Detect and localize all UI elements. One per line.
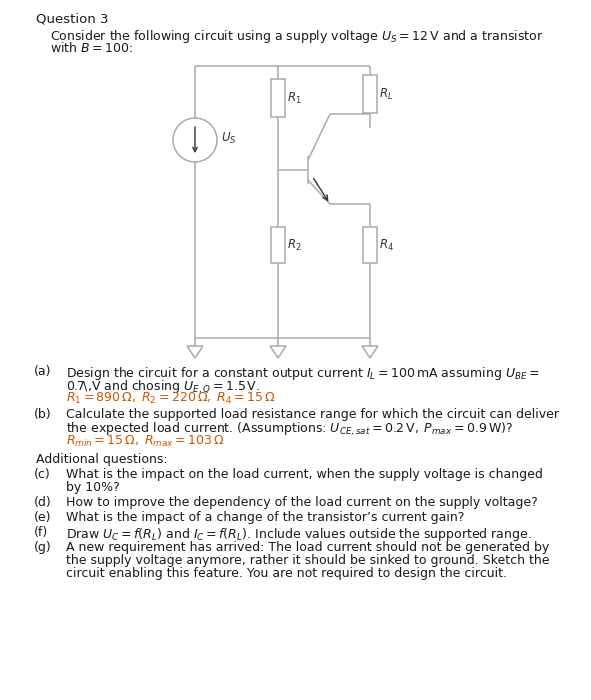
Text: circuit enabling this feature. You are not required to design the circuit.: circuit enabling this feature. You are n…	[66, 567, 507, 580]
Bar	[271, 79, 285, 117]
Text: by 10%?: by 10%?	[66, 481, 120, 494]
Text: $U_S$: $U_S$	[221, 130, 236, 146]
Text: $R_1$: $R_1$	[287, 90, 301, 106]
Text: (e): (e)	[34, 511, 51, 524]
Text: 0.7\,V and chosing $U_{E,Q} = 1.5\,\mathrm{V}$.: 0.7\,V and chosing $U_{E,Q} = 1.5\,\math…	[66, 378, 260, 395]
Text: with $B = 100$:: with $B = 100$:	[50, 41, 133, 55]
Text: Design the circuit for a constant output current $I_L = 100\,\mathrm{mA}$ assumi: Design the circuit for a constant output…	[66, 365, 540, 382]
Text: (a): (a)	[34, 365, 51, 378]
Text: $R_{min} = 15\,\Omega,\; R_{max} = 103\,\Omega$: $R_{min} = 15\,\Omega,\; R_{max} = 103\,…	[66, 434, 225, 449]
Text: (c): (c)	[34, 468, 51, 481]
Text: (d): (d)	[34, 496, 52, 509]
Text: Question 3: Question 3	[36, 12, 109, 25]
Text: How to improve the dependency of the load current on the supply voltage?: How to improve the dependency of the loa…	[66, 496, 538, 509]
Bar	[271, 227, 285, 263]
Text: $R_2$: $R_2$	[287, 237, 301, 253]
Text: Consider the following circuit using a supply voltage $U_S = 12\,\mathrm{V}$ and: Consider the following circuit using a s…	[50, 28, 543, 45]
Text: A new requirement has arrived: The load current should not be generated by: A new requirement has arrived: The load …	[66, 541, 549, 554]
Bar	[363, 75, 377, 113]
Text: (b): (b)	[34, 408, 51, 421]
Text: Draw $U_C = f(R_L)$ and $I_C = f(R_L)$. Include values outside the supported ran: Draw $U_C = f(R_L)$ and $I_C = f(R_L)$. …	[66, 526, 532, 543]
Text: $R_4$: $R_4$	[379, 237, 394, 253]
Text: $R_1 = 890\,\Omega,\; R_2 = 220\,\Omega,\; R_4 = 15\,\Omega$: $R_1 = 890\,\Omega,\; R_2 = 220\,\Omega,…	[66, 391, 275, 406]
Text: Additional questions:: Additional questions:	[36, 453, 168, 466]
Text: What is the impact on the load current, when the supply voltage is changed: What is the impact on the load current, …	[66, 468, 543, 481]
Text: What is the impact of a change of the transistor’s current gain?: What is the impact of a change of the tr…	[66, 511, 465, 524]
Text: (g): (g)	[34, 541, 52, 554]
Text: the supply voltage anymore, rather it should be sinked to ground. Sketch the: the supply voltage anymore, rather it sh…	[66, 554, 550, 567]
Bar	[363, 227, 377, 263]
Text: $R_L$: $R_L$	[379, 87, 393, 101]
Text: the expected load current. (Assumptions: $U_{CE,sat} = 0.2\,\mathrm{V},\; P_{max: the expected load current. (Assumptions:…	[66, 421, 513, 438]
Text: Calculate the supported load resistance range for which the circuit can deliver: Calculate the supported load resistance …	[66, 408, 559, 421]
Text: (f): (f)	[34, 526, 48, 539]
